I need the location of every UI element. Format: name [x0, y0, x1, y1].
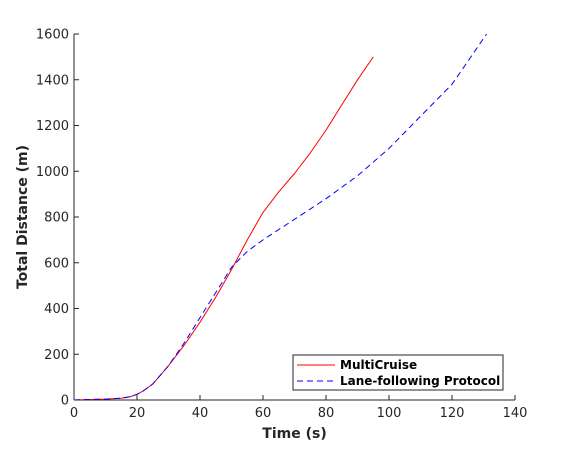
legend-box — [292, 354, 504, 391]
legend-label-lane-following: Lane-following Protocol — [340, 374, 500, 388]
y-tick-label: 1200 — [36, 119, 69, 134]
y-axis-label: Total Distance (m) — [15, 145, 31, 289]
x-tick-label: 20 — [129, 406, 146, 421]
plot-area: 0 20 40 60 80 100 120 1400200400600800100012001… — [36, 28, 528, 422]
x-tick-label: 80 — [318, 406, 335, 421]
y-tick-label: 1000 — [36, 165, 69, 180]
y-tick-label: 1600 — [36, 28, 69, 43]
series-line-lane-following — [74, 34, 488, 400]
y-tick-label: 600 — [44, 256, 69, 271]
y-tick-label: 200 — [44, 348, 69, 363]
series-line-multicruise — [74, 56, 374, 400]
x-tick-label: 0 — [70, 406, 78, 421]
x-tick-label: 120 — [440, 406, 465, 421]
y-tick-label: 400 — [44, 302, 69, 317]
x-axis-label: Time (s) — [262, 426, 326, 442]
x-tick-label: 40 — [192, 406, 209, 421]
x-tick-label: 60 — [255, 406, 272, 421]
y-tick-label: 800 — [44, 211, 69, 226]
y-tick-label: 1400 — [36, 73, 69, 88]
y-tick-label: 0 — [61, 394, 69, 409]
x-tick-label: 140 — [503, 406, 528, 421]
legend-label-multicruise: MultiCruise — [340, 358, 417, 372]
legend: MultiCruise Lane-following Protocol — [292, 354, 504, 391]
x-tick-label: 100 — [377, 406, 402, 421]
